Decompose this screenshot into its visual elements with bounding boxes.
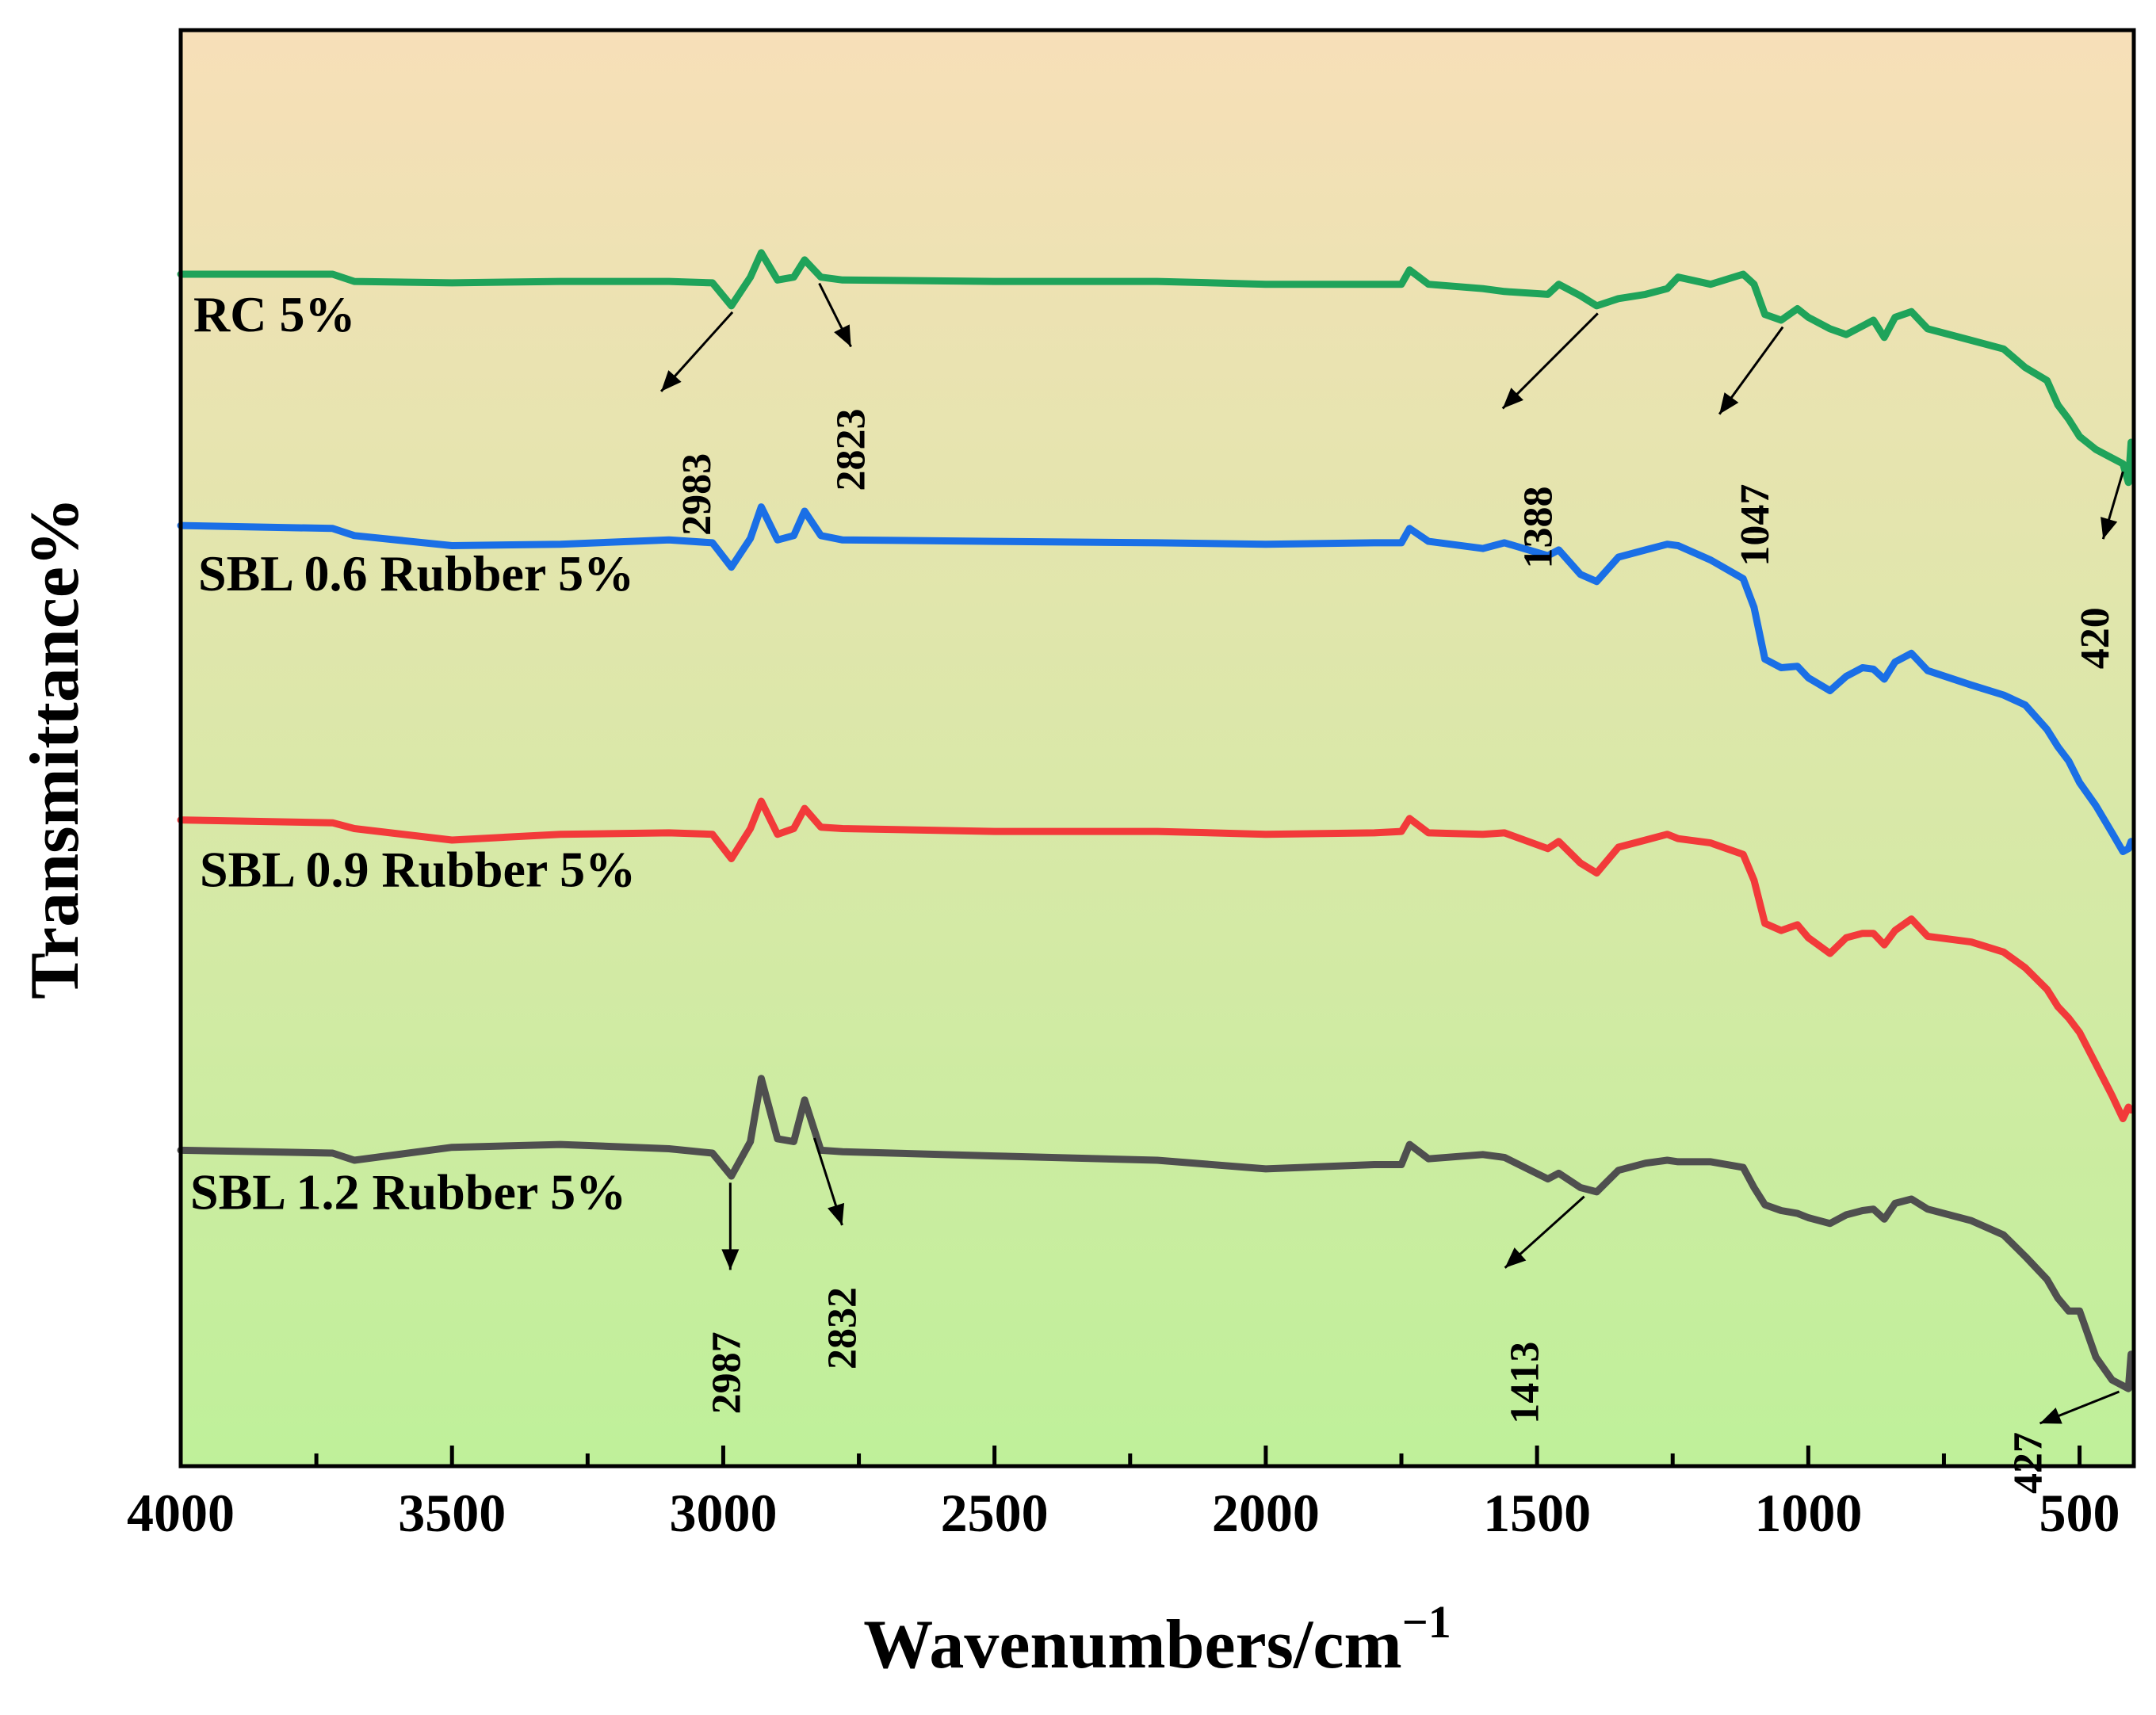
annotation-label-5: 420: [2073, 607, 2118, 669]
annotation-arrowhead-3: [1502, 388, 1523, 409]
x-axis-label-main: Wavenumbers/cm: [863, 1606, 1402, 1683]
annotation-label-6: 2987: [704, 1331, 749, 1414]
annotation-arrowhead-6: [721, 1249, 740, 1270]
annotation-label-2: 2823: [829, 408, 874, 491]
annotation-label-9: 427: [2005, 1432, 2051, 1494]
x-tick-label-1000: 1000: [1754, 1483, 1862, 1543]
annotation-arrowhead-5: [2101, 517, 2118, 540]
annotation-label-8: 1413: [1503, 1342, 1548, 1424]
plot-frame: [178, 28, 2136, 1469]
plot-background: [181, 30, 2134, 1466]
annotation-label-4: 1047: [1733, 484, 1778, 567]
series-label-3: SBL 0.9 Rubber 5%: [200, 842, 636, 898]
series-line-3: [177, 797, 2135, 1122]
annotation-arrowhead-9: [2039, 1408, 2062, 1424]
annotation-label-7: 2832: [820, 1287, 865, 1369]
annotation-label-1: 2983: [675, 453, 720, 536]
series-label-group: RC 5% SBL 0.6 Rubber 5% SBL 0.9 Rubber 5% S…: [190, 286, 636, 1220]
series-label-2: SBL 0.6 Rubber 5%: [198, 545, 634, 602]
annotation-label-3: 1388: [1516, 486, 1562, 568]
x-tick-label-1500: 1500: [1483, 1483, 1591, 1543]
annotation-arrowhead-1: [661, 370, 682, 392]
x-axis-label-superscript: −1: [1402, 1596, 1451, 1648]
x-axis-ticks: 4000 3500 3000 2500 2000 1500 1000 500: [127, 1446, 2120, 1543]
x-axis-label: Wavenumbers/cm−1: [863, 1596, 1451, 1683]
x-tick-label-3000: 3000: [669, 1483, 777, 1543]
series-line-4: [177, 1075, 2135, 1392]
annotation-arrowhead-4: [1719, 392, 1739, 414]
annotation-arrowhead-7: [828, 1202, 845, 1225]
x-tick-label-2000: 2000: [1212, 1483, 1320, 1543]
annotation-arrowhead-2: [834, 324, 851, 347]
x-tick-label-2500: 2500: [941, 1483, 1049, 1543]
series-label-4: SBL 1.2 Rubber 5%: [190, 1163, 626, 1220]
series-line-2: [177, 503, 2135, 855]
series-line-1: [177, 249, 2135, 487]
series-label-1: RC 5%: [193, 286, 355, 342]
annotation-arrowhead-8: [1504, 1247, 1527, 1268]
y-axis-label: Transmittance%: [17, 497, 94, 999]
annotation-arrow-line-3: [1501, 312, 1599, 410]
annotation-group: 2983 2823 1388 1047 420 2987 2832 1413 427: [659, 282, 2124, 1494]
series-group: [177, 249, 2135, 1392]
x-tick-label-500: 500: [2039, 1483, 2120, 1543]
x-tick-label-3500: 3500: [398, 1483, 506, 1543]
x-tick-label-4000: 4000: [127, 1483, 235, 1543]
